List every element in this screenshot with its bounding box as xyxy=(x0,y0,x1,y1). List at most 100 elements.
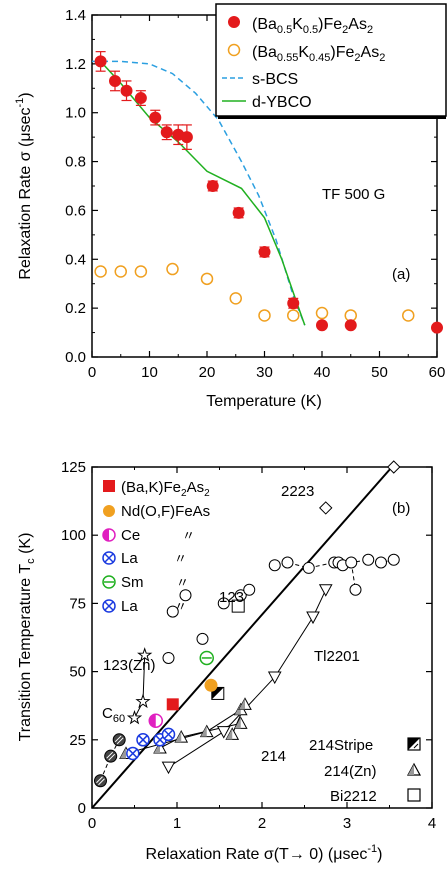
x-axis-label-a: Temperature (K) xyxy=(206,393,322,410)
legend-label-ce: Ce xyxy=(121,527,140,544)
marker-shape xyxy=(179,589,192,602)
y-tick-label-b: 125 xyxy=(61,459,86,476)
point-c60 xyxy=(112,733,126,747)
point-2223 xyxy=(319,501,333,515)
point-123-zn xyxy=(135,693,151,709)
y-axis-label-b-sub: c xyxy=(25,558,37,564)
point-bak-05 xyxy=(94,55,107,68)
y-tick-labels-a: 0.0 0.2 0.4 0.6 0.8 1.0 1.2 1.4 xyxy=(65,7,86,366)
point-bak-055 xyxy=(315,306,329,320)
marker-shape xyxy=(345,556,358,569)
point-nd-o-f-feas xyxy=(204,678,218,692)
point-bi2212 xyxy=(231,599,245,613)
x-tick-label-b: 3 xyxy=(343,815,351,832)
point-bak-05 xyxy=(232,206,245,219)
panel-a: 0 10 20 30 40 50 60 0.0 0.2 0.4 0.6 0.8 1.0 1.2 1.4 T… xyxy=(14,3,447,410)
marker-shape xyxy=(302,561,315,574)
point-c60 xyxy=(104,749,118,763)
point-sm xyxy=(199,650,214,666)
curve-dybco xyxy=(100,60,306,326)
point-bak-055 xyxy=(200,272,214,286)
y-tick-label-b: 75 xyxy=(69,595,86,612)
annotation-tl2201: Tl2201 xyxy=(314,648,360,665)
marker-shape xyxy=(243,583,256,596)
marker-shape xyxy=(306,611,320,625)
legend-ditto-la2: 〃 xyxy=(174,599,187,614)
legend-marker-sm xyxy=(102,575,116,589)
x-tick-labels-a: 0 10 20 30 40 50 60 xyxy=(88,364,446,381)
x-tick-label-a: 40 xyxy=(314,364,331,381)
y-tick-label-a: 0.0 xyxy=(65,349,86,366)
point-tl2201 xyxy=(161,761,176,775)
point-214-zn xyxy=(174,730,189,743)
point-bak-05 xyxy=(160,126,173,139)
point-123-zn xyxy=(126,709,143,725)
annotation-tf: TF 500 G xyxy=(322,186,385,203)
marker-shape xyxy=(204,678,218,692)
point-bak-05 xyxy=(120,84,133,97)
point-bak-055 xyxy=(134,265,148,278)
legend-label-sbcs: s-BCS xyxy=(252,71,298,88)
marker-shape xyxy=(349,583,362,596)
tick-marks-b xyxy=(91,466,433,809)
y-axis-label-a: Relaxation Rate σ (μsec-1) xyxy=(14,92,34,279)
annotation-123zn: 123(Zn) xyxy=(103,657,156,674)
legend-label-la1: La xyxy=(121,550,138,567)
y-axis-label-a-close: ) xyxy=(17,92,34,97)
points-b xyxy=(94,460,401,788)
marker-shape xyxy=(231,599,245,613)
point-la xyxy=(126,746,140,761)
point-123-zn xyxy=(137,647,153,662)
point-bak-055 xyxy=(94,265,107,278)
marker-shape xyxy=(217,597,230,610)
legend-b: (Ba,K)Fe2As2 Nd(O,F)FeAs Ce 〃 La 〃 Sm 〃 xyxy=(102,479,210,615)
marker-fill xyxy=(200,725,207,737)
legend-marker-la2 xyxy=(102,599,116,613)
y-tick-label-b: 25 xyxy=(69,732,86,749)
marker-shape xyxy=(318,584,333,597)
point-ce xyxy=(148,713,163,728)
x-tick-label-b: 1 xyxy=(173,815,181,832)
legend-label-la2: La xyxy=(121,598,138,615)
legend-marker-la1 xyxy=(102,551,116,565)
point-123 xyxy=(179,589,192,602)
y-axis-label-b-close: (K) xyxy=(17,533,34,559)
y-tick-label-a: 1.4 xyxy=(65,7,86,24)
legend-marker-bak-055 xyxy=(227,43,241,57)
point-bak-05 xyxy=(134,92,147,105)
marker-shape xyxy=(104,749,118,763)
legend-marker-ndofeas xyxy=(103,505,115,517)
marker-fill xyxy=(149,714,156,728)
legend-marker-214zn xyxy=(406,762,422,776)
marker-fill xyxy=(234,717,241,729)
point-tl2201 xyxy=(216,726,231,739)
annotation-214: 214 xyxy=(261,748,286,765)
annotation-123: 123 xyxy=(219,589,244,606)
x-tick-label-b: 2 xyxy=(258,815,266,832)
legend-label-dybco: d-YBCO xyxy=(252,94,312,111)
marker-fill xyxy=(239,698,245,710)
y-tick-label-b: 0 xyxy=(78,800,86,817)
marker-shape xyxy=(281,556,294,569)
marker-shape xyxy=(196,632,209,645)
point-bak-05 xyxy=(206,180,219,192)
marker-shape xyxy=(126,709,143,725)
x-tick-label-a: 30 xyxy=(256,364,273,381)
marker-hatch xyxy=(114,735,124,745)
marker-shape xyxy=(267,671,282,685)
marker-shape xyxy=(166,698,179,711)
legend-marker-ce xyxy=(102,528,116,542)
marker-cross xyxy=(128,748,138,758)
marker-shape xyxy=(112,733,126,747)
marker-fill xyxy=(226,728,233,740)
point-123-dashed xyxy=(345,556,358,569)
legend-marker-bak xyxy=(103,480,115,492)
marker-shape xyxy=(135,693,151,709)
x-tick-label-b: 4 xyxy=(428,815,436,832)
point-bak-055 xyxy=(258,309,271,322)
marker-cross xyxy=(163,729,174,739)
points-a xyxy=(94,55,443,334)
x-tick-label-b: 0 xyxy=(88,815,96,832)
y-axis-label-b: Transition Temperature Tc (K) xyxy=(17,533,37,742)
marker-shape xyxy=(268,559,281,572)
